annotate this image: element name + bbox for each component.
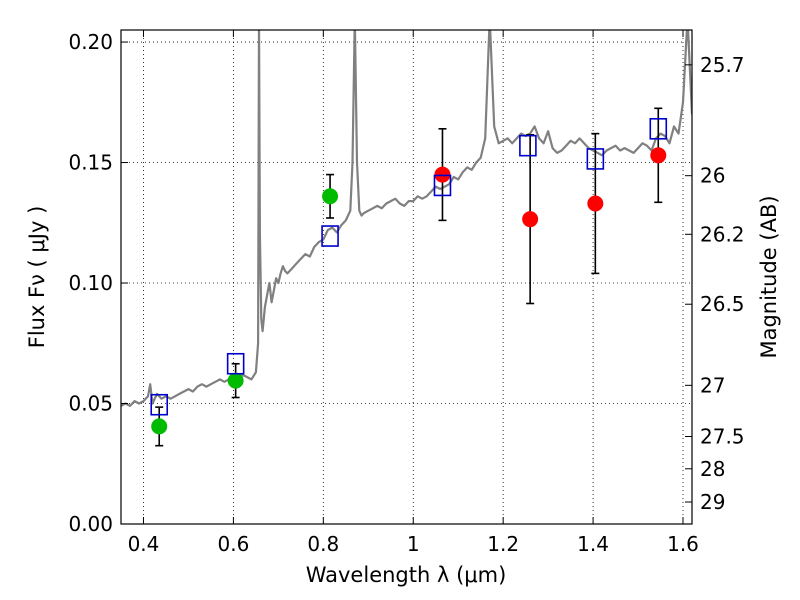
optical-point (151, 418, 168, 435)
mag-tick-label: 25.7 (700, 53, 745, 77)
x-tick-label: 1 (407, 532, 420, 556)
model-square (226, 352, 245, 375)
y-tick-label: 0.20 (68, 30, 113, 54)
x-axis-label: Wavelength λ (μm) (306, 563, 507, 587)
model-square (150, 393, 169, 416)
model-square (433, 174, 452, 197)
y-axis-label: Flux Fν ( μJy ) (25, 206, 49, 349)
x-tick-label: 0.8 (307, 532, 339, 556)
mag-tick-label: 27 (700, 373, 725, 397)
y2-axis-label: Magnitude (AB) (757, 195, 781, 358)
optical-point (227, 372, 244, 389)
plot-frame (120, 29, 693, 525)
spectrum-line (121, 30, 692, 407)
nir-point (434, 166, 451, 183)
y-tick-label: 0.10 (68, 271, 113, 295)
x-tick-label: 1.6 (667, 532, 699, 556)
mag-tick-label: 29 (700, 490, 725, 514)
mag-tick-label: 26 (700, 164, 725, 188)
x-tick-label: 0.6 (217, 532, 249, 556)
mag-tick-label: 28 (700, 457, 725, 481)
x-tick-label: 1.4 (577, 532, 609, 556)
y-tick-label: 0.00 (68, 512, 113, 536)
model-square (586, 148, 605, 170)
x-tick-label: 0.4 (128, 532, 160, 556)
mag-tick-label: 26.2 (700, 222, 745, 246)
nir-point (650, 147, 667, 164)
optical-point (322, 188, 339, 205)
plot-area (121, 30, 692, 447)
mag-tick-label: 27.5 (700, 425, 745, 449)
model-square (649, 118, 668, 140)
y-tick-label: 0.05 (68, 392, 113, 416)
nir-point (587, 195, 604, 212)
x-tick-label: 1.2 (487, 532, 519, 556)
mag-tick-label: 26.5 (700, 292, 745, 316)
ticks: 0.4 0.6 0.8 1 1.2 1.4 1.6 0.00 0.05 0.10 0.15 0.20 2… (68, 30, 745, 556)
nir-point (522, 211, 539, 228)
model-square (321, 225, 339, 247)
model-square (519, 134, 537, 157)
y-tick-label: 0.15 (68, 151, 113, 175)
